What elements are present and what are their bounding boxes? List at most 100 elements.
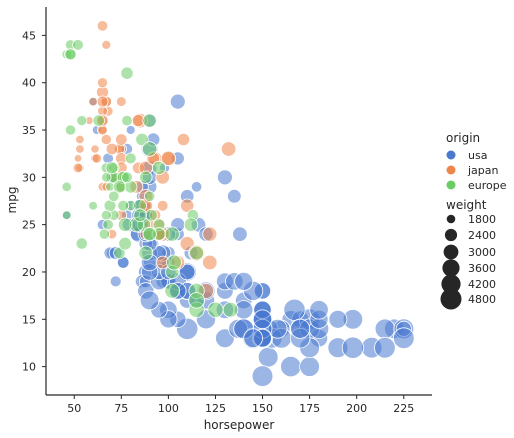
point-usa — [257, 346, 279, 368]
point-usa — [169, 93, 186, 110]
point-usa — [299, 356, 320, 377]
legend-size-marker — [444, 228, 458, 242]
point-europe — [64, 124, 77, 136]
x-tick-label: 125 — [205, 402, 226, 415]
point-usa — [252, 309, 273, 330]
legend-origin-items: usa japan europe — [446, 149, 507, 192]
point-usa — [232, 226, 248, 242]
x-tick-label: 50 — [67, 402, 81, 415]
x-tick-label: 100 — [158, 402, 179, 415]
x-axis-ticks: 50 75 100 125 150 175 200 225 — [67, 395, 414, 415]
point-usa — [216, 169, 233, 186]
point-europe — [105, 161, 119, 175]
legend: origin usa japan europe weight 1800 2400 300… — [440, 131, 507, 310]
point-usa — [280, 355, 302, 378]
point-europe — [124, 152, 137, 165]
point-europe — [207, 301, 224, 318]
point-usa — [251, 365, 274, 387]
x-tick-label: 225 — [393, 402, 414, 415]
point-europe — [112, 180, 127, 194]
point-usa — [190, 181, 203, 193]
point-usa — [227, 189, 242, 204]
legend-size-marker — [446, 214, 456, 224]
point-europe — [143, 190, 156, 203]
point-europe — [133, 208, 147, 223]
y-tick-label: 35 — [22, 124, 36, 137]
legend-size-label: 3600 — [468, 262, 496, 275]
x-tick-label: 200 — [346, 402, 367, 415]
y-tick-label: 30 — [22, 171, 36, 184]
point-europe — [164, 283, 181, 299]
point-europe — [135, 132, 149, 147]
y-tick-label: 10 — [22, 361, 36, 374]
point-japan — [100, 133, 112, 146]
point-usa — [243, 328, 263, 349]
point-europe — [138, 245, 154, 261]
point-japan — [96, 95, 109, 108]
point-usa — [374, 336, 396, 359]
legend-size-marker — [440, 288, 462, 310]
y-tick-label: 40 — [22, 77, 36, 90]
point-europe — [88, 200, 98, 211]
legend-size-marker — [441, 274, 461, 294]
point-usa — [234, 271, 254, 291]
point-europe — [75, 237, 88, 250]
point-europe — [120, 66, 134, 80]
point-japan — [202, 226, 218, 242]
points-layer — [61, 20, 415, 387]
legend-label-europe: europe — [468, 179, 507, 192]
point-europe — [102, 218, 114, 231]
point-europe — [188, 292, 205, 309]
x-tick-label: 150 — [252, 402, 273, 415]
point-japan — [115, 133, 128, 146]
point-usa — [328, 309, 348, 329]
point-europe — [189, 245, 205, 261]
legend-swatch-usa — [446, 150, 456, 160]
point-japan — [96, 20, 109, 32]
legend-size-marker — [443, 244, 459, 260]
y-tick-label: 15 — [22, 313, 36, 326]
point-japan — [156, 199, 169, 212]
legend-weight-title: weight — [446, 198, 487, 212]
x-axis-label: horsepower — [204, 418, 275, 432]
point-europe — [142, 226, 157, 242]
point-japan — [160, 150, 177, 167]
point-europe — [121, 114, 133, 127]
point-europe — [117, 199, 130, 212]
point-japan — [97, 77, 109, 89]
point-europe — [121, 171, 133, 184]
point-japan — [75, 134, 85, 145]
point-europe — [222, 301, 239, 318]
point-japan — [101, 40, 112, 50]
point-europe — [164, 226, 180, 242]
legend-origin-title: origin — [446, 131, 480, 145]
x-tick-label: 75 — [114, 402, 128, 415]
legend-weight-items: 1800 2400 3000 3600 4200 4800 — [440, 213, 496, 310]
point-japan — [202, 254, 218, 271]
legend-swatch-europe — [446, 180, 456, 190]
y-tick-label: 20 — [22, 266, 36, 279]
legend-size-label: 1800 — [468, 213, 496, 226]
point-usa — [283, 298, 306, 321]
point-europe — [139, 170, 153, 185]
point-japan — [105, 142, 119, 156]
point-europe — [118, 236, 132, 251]
point-europe — [98, 228, 111, 240]
point-europe — [61, 181, 72, 193]
point-japan — [220, 141, 237, 157]
point-japan — [72, 162, 84, 174]
legend-size-label: 3000 — [468, 246, 496, 259]
legend-size-label: 2400 — [468, 229, 496, 242]
point-japan — [75, 144, 85, 154]
point-europe — [142, 113, 157, 128]
legend-size-marker — [442, 259, 460, 277]
point-japan — [176, 132, 191, 147]
point-usa — [374, 318, 396, 340]
point-japan — [91, 153, 103, 164]
point-europe — [145, 208, 158, 222]
point-usa — [341, 336, 364, 359]
point-usa — [109, 275, 122, 288]
legend-label-japan: japan — [467, 164, 499, 177]
point-europe — [92, 114, 105, 127]
